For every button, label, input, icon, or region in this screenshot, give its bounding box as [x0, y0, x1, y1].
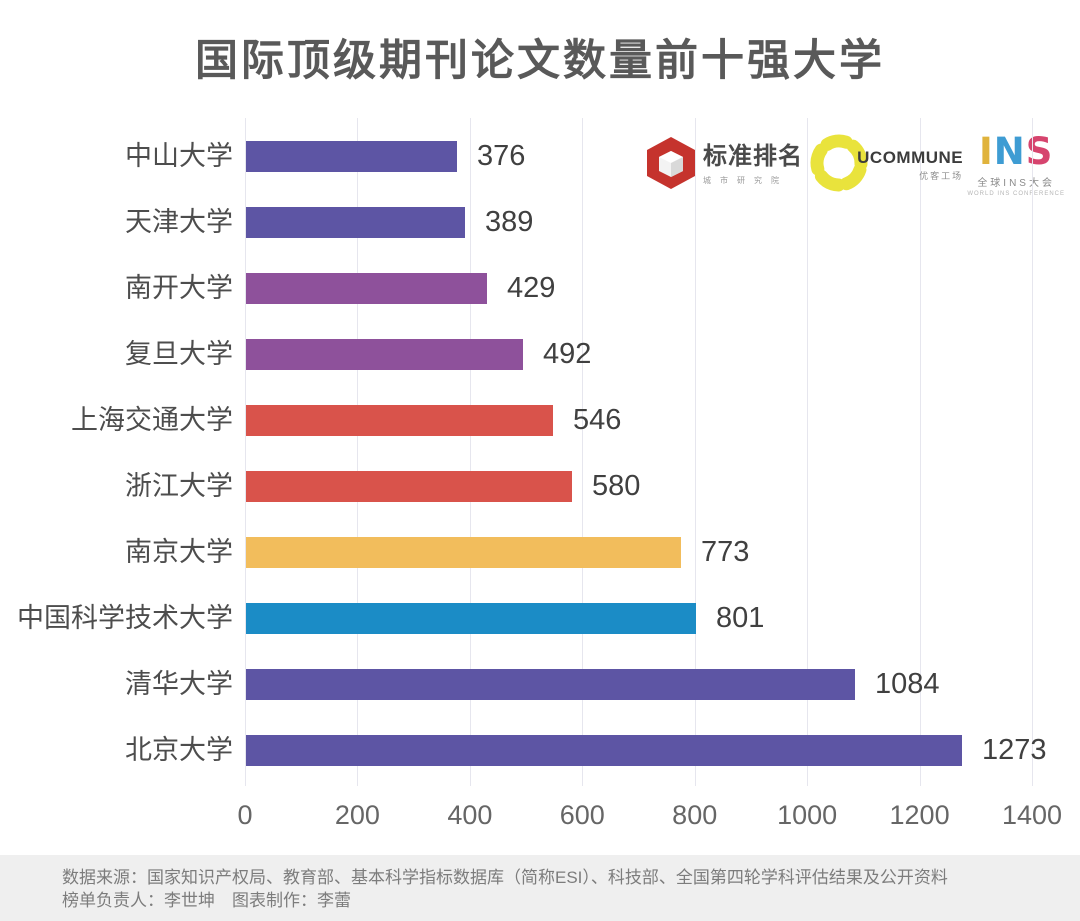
ins-letter: S — [1025, 130, 1054, 173]
bar-value-label: 1273 — [982, 734, 1047, 766]
x-gridline — [919, 118, 921, 786]
logo-biaozhun-subtext: 城市研究院 — [703, 175, 788, 185]
chart-title: 国际顶级期刊论文数量前十强大学 — [195, 37, 885, 85]
bar — [246, 273, 487, 304]
logo-ucommune-name: UCOMMUNE — [857, 147, 964, 167]
x-gridline — [469, 118, 471, 786]
bar-value-label: 429 — [507, 272, 556, 304]
x-tick-label: 1000 — [777, 800, 838, 830]
x-tick-label: 0 — [237, 800, 253, 830]
category-label: 复旦大学 — [125, 339, 233, 369]
logo-ins: INS 全球INS大会 WORLD INS CONFERENCE — [967, 133, 1065, 197]
bar — [246, 207, 465, 238]
logo-strip: 标准排名 城市研究院 UCOMMUNE 优客工场 INS 全球INS大会 WOR… — [645, 126, 1065, 204]
logo-ucommune-subtext: 优客工场 — [919, 170, 964, 181]
bar — [246, 603, 696, 634]
x-tick-label: 200 — [334, 800, 380, 830]
category-label: 中国科学技术大学 — [17, 603, 233, 633]
bar — [246, 537, 681, 568]
bar-value-label: 1084 — [875, 668, 940, 700]
x-gridline — [807, 118, 809, 786]
red-cube-icon — [645, 135, 697, 196]
footer-credits-line: 榜单负责人：李世坤 图表制作：李蕾 — [62, 891, 351, 910]
bar-value-label: 376 — [477, 140, 526, 172]
category-label: 浙江大学 — [125, 471, 233, 501]
bar — [246, 471, 572, 502]
footer-band: 数据来源：国家知识产权局、教育部、基本科学指标数据库（简称ESI）、科技部、全国… — [0, 855, 1080, 921]
x-tick-label: 1200 — [889, 800, 950, 830]
bar — [246, 405, 553, 436]
ins-letter: N — [993, 130, 1026, 173]
logo-ins-subtext2: WORLD INS CONFERENCE — [967, 191, 1065, 197]
x-tick-label: 600 — [559, 800, 605, 830]
bar-value-label: 389 — [485, 206, 534, 238]
bar-value-label: 580 — [592, 470, 641, 502]
bar-value-label: 773 — [701, 536, 750, 568]
category-label: 清华大学 — [125, 669, 233, 699]
x-tick-label: 400 — [447, 800, 493, 830]
x-gridline — [357, 118, 359, 786]
category-label: 中山大学 — [125, 141, 233, 171]
bar-value-label: 492 — [543, 338, 592, 370]
footer-source-line: 数据来源：国家知识产权局、教育部、基本科学指标数据库（简称ESI）、科技部、全国… — [62, 868, 948, 887]
category-label: 北京大学 — [125, 735, 233, 765]
yellow-knot-icon — [807, 130, 871, 201]
logo-ucommune: UCOMMUNE 优客工场 — [807, 130, 963, 201]
logo-biaozhun-paiming: 标准排名 城市研究院 — [645, 135, 803, 196]
x-gridline — [694, 118, 696, 786]
x-tick-label: 800 — [672, 800, 718, 830]
bar — [246, 669, 855, 700]
x-tick-label: 1400 — [1001, 800, 1063, 830]
logo-ins-subtext: 全球INS大会 — [977, 178, 1055, 189]
logo-biaozhun-name: 标准排名 — [703, 142, 803, 170]
bar — [246, 141, 457, 172]
bar-value-label: 546 — [573, 404, 622, 436]
category-label: 天津大学 — [125, 207, 233, 237]
category-label: 南开大学 — [125, 273, 233, 303]
bar — [246, 735, 962, 766]
category-label: 上海交通大学 — [71, 405, 233, 435]
ins-letters: INS — [979, 133, 1053, 170]
ins-letter: I — [978, 130, 994, 173]
bar-chart: 0 200 400 600 800 1000 1200 1400 中山大学 376 天津大学 389 南… — [0, 118, 1080, 855]
category-label: 南京大学 — [125, 537, 233, 567]
x-gridline — [245, 118, 246, 786]
x-gridline — [582, 118, 584, 786]
bar-value-label: 801 — [716, 602, 765, 634]
bar — [246, 339, 523, 370]
x-gridline — [1032, 118, 1033, 786]
